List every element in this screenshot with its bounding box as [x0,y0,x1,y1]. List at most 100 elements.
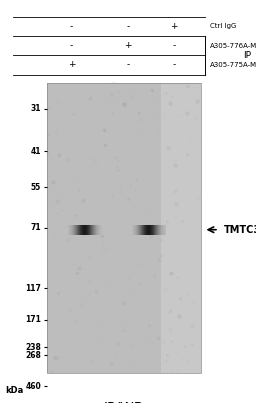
Bar [156,224,157,235]
Bar [92,224,93,235]
Bar [144,224,145,235]
Text: -: - [70,22,73,31]
Bar [94,224,95,235]
Bar [148,224,149,235]
Bar [153,224,154,235]
Bar [154,224,155,235]
Text: 117: 117 [25,284,41,293]
Bar [95,224,96,235]
Bar [69,224,70,235]
Bar [146,224,147,235]
Bar [89,224,90,235]
Bar [134,224,135,235]
Bar [136,224,137,235]
Bar [96,224,97,235]
Bar [164,224,165,235]
Bar [161,224,162,235]
Bar [135,224,136,235]
Bar [139,224,140,235]
Bar [88,224,89,235]
Bar [83,224,84,235]
Text: 55: 55 [31,183,41,192]
Bar [77,224,78,235]
Text: 31: 31 [30,104,41,113]
Bar [74,224,75,235]
Bar [47,83,201,373]
Bar [76,224,77,235]
Bar [145,224,146,235]
Text: 268: 268 [25,351,41,360]
Bar [90,224,91,235]
Bar [158,224,159,235]
Bar [96,224,97,235]
Bar [159,224,160,235]
Text: 171: 171 [25,315,41,324]
Bar [99,224,100,235]
Bar [71,224,72,235]
Bar [100,224,101,235]
Bar [79,224,80,235]
Bar [160,224,161,235]
Bar [149,224,150,235]
Text: +: + [170,22,178,31]
Text: +: + [68,60,76,69]
Bar [142,224,143,235]
Bar [86,224,87,235]
Bar [71,224,72,235]
Bar [75,224,76,235]
Text: -: - [173,41,176,50]
Bar [141,224,142,235]
Bar [90,224,91,235]
Bar [68,224,69,235]
Bar [79,224,80,235]
Text: IP/WB: IP/WB [104,401,144,403]
Bar [98,224,99,235]
Bar [78,224,79,235]
Bar [133,224,134,235]
Bar [93,224,94,235]
Bar [91,224,92,235]
Bar [86,224,87,235]
Bar [75,224,76,235]
Bar [97,224,98,235]
Bar [47,83,201,373]
Text: +: + [124,41,132,50]
Bar [140,224,141,235]
Text: -: - [70,41,73,50]
Text: 460: 460 [25,382,41,391]
Bar [82,224,83,235]
Bar [164,224,165,235]
Bar [70,224,71,235]
Bar [132,224,133,235]
Bar [97,224,98,235]
Bar [82,224,83,235]
Bar [143,224,144,235]
Bar [150,224,151,235]
Bar [72,224,73,235]
Bar [162,224,163,235]
Bar [137,224,138,235]
Text: A305-775A-M: A305-775A-M [210,62,256,68]
Bar [98,224,99,235]
Bar [147,224,148,235]
Bar [73,224,74,235]
Bar [144,224,145,235]
Text: IP: IP [243,51,251,60]
Bar [146,224,147,235]
Bar [162,224,163,235]
Bar [73,224,74,235]
Bar [137,224,138,235]
Bar [150,224,151,235]
Bar [156,224,157,235]
Bar [74,224,75,235]
Bar [87,224,88,235]
Bar [143,224,144,235]
Bar [100,224,101,235]
Bar [88,224,89,235]
Bar [99,224,100,235]
Bar [157,224,158,235]
Bar [160,224,161,235]
Bar [165,224,166,235]
Bar [89,224,90,235]
Bar [159,224,160,235]
